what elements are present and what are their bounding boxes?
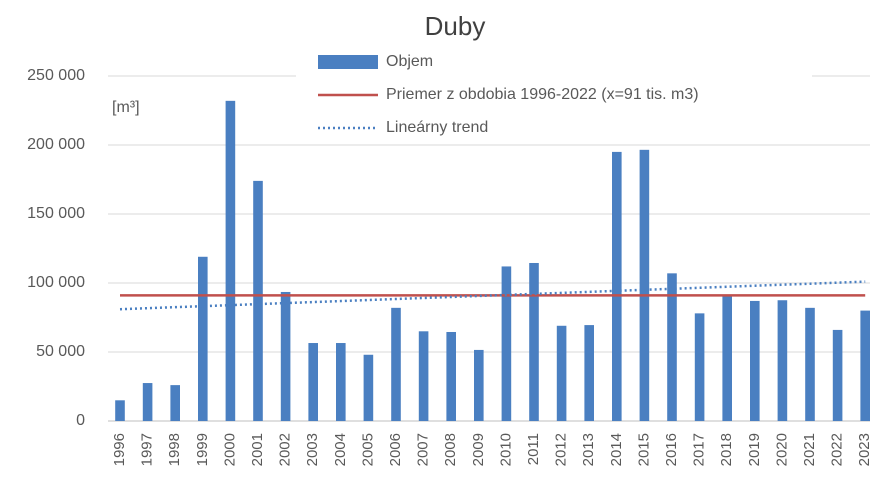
bar	[308, 343, 318, 421]
x-tick-label: 2002	[277, 433, 294, 466]
bar	[418, 331, 429, 421]
y-tick-label: 100 000	[27, 274, 85, 291]
bar	[198, 256, 208, 421]
line	[119, 280, 866, 311]
x-tick-label: 1996	[111, 433, 128, 466]
bar	[142, 383, 153, 421]
x-tick-label: 2021	[801, 433, 818, 466]
x-tick-label: 2001	[249, 433, 266, 466]
legend-label: Priemer z obdobia 1996-2022 (x=91 tis. m…	[386, 86, 699, 103]
x-tick-label: 2013	[580, 433, 597, 466]
y-tick-label: 200 000	[27, 136, 85, 153]
y-tick-label: 150 000	[27, 205, 85, 222]
bar	[860, 310, 870, 421]
x-tick-label: 2022	[829, 433, 846, 466]
y-unit-label: [m³]	[112, 99, 140, 116]
bar	[501, 266, 512, 421]
bar	[584, 325, 594, 421]
bar	[225, 100, 236, 421]
x-tick-label: 2014	[608, 433, 625, 466]
x-tick-label: 2012	[553, 433, 570, 466]
y-tick-label: 0	[76, 412, 85, 429]
x-tick-label: 2006	[387, 433, 404, 466]
bar	[667, 273, 677, 421]
x-tick-label: 2020	[773, 433, 790, 466]
chart-title: Duby	[425, 11, 486, 41]
x-tick-label: 2005	[359, 433, 376, 466]
bar	[115, 400, 125, 421]
bar	[336, 343, 346, 421]
x-tick-label: 2011	[525, 433, 542, 465]
bar	[805, 307, 815, 421]
bar	[170, 385, 180, 421]
x-tick-label: 2016	[663, 433, 680, 466]
x-tick-label: 2019	[746, 433, 763, 466]
bar	[556, 325, 567, 421]
marks	[115, 100, 870, 421]
bar	[832, 329, 843, 421]
bar	[280, 291, 291, 421]
x-tick-label: 2010	[497, 433, 514, 466]
x-tick-label: 1997	[139, 433, 156, 466]
legend-label: Objem	[386, 53, 433, 70]
legend-background	[296, 44, 812, 144]
legend: Objem Priemer z obdobia 1996-2022 (x=91 t…	[318, 53, 699, 136]
y-tick-label: 250 000	[27, 67, 85, 84]
x-tick-label: 1998	[166, 433, 183, 466]
x-tick-label: 1999	[194, 433, 211, 466]
x-tick-label: 2023	[856, 433, 870, 466]
x-tick-label: 2000	[221, 433, 238, 466]
x-tick-label: 2007	[415, 433, 432, 466]
x-tick-label: 2017	[691, 433, 708, 466]
x-tick-label: 2008	[442, 433, 459, 466]
bar	[391, 307, 401, 421]
x-tick-label: 2018	[718, 433, 735, 466]
x-tick-label: 2004	[332, 433, 349, 466]
bar	[446, 331, 456, 421]
x-tick-label: 2015	[635, 433, 652, 466]
bar	[694, 313, 705, 421]
bar	[750, 300, 760, 421]
bar	[529, 262, 539, 421]
legend-swatch	[318, 55, 378, 69]
bar	[639, 149, 650, 421]
legend-label: Lineárny trend	[386, 119, 488, 136]
y-tick-label: 50 000	[36, 343, 85, 360]
bar	[777, 300, 788, 421]
x-tick-label: 2009	[470, 433, 487, 466]
bar	[722, 295, 732, 421]
bar	[253, 180, 263, 421]
x-tick-label: 2003	[304, 433, 321, 466]
bar	[474, 349, 484, 421]
bar	[363, 354, 374, 421]
bar	[612, 151, 622, 421]
